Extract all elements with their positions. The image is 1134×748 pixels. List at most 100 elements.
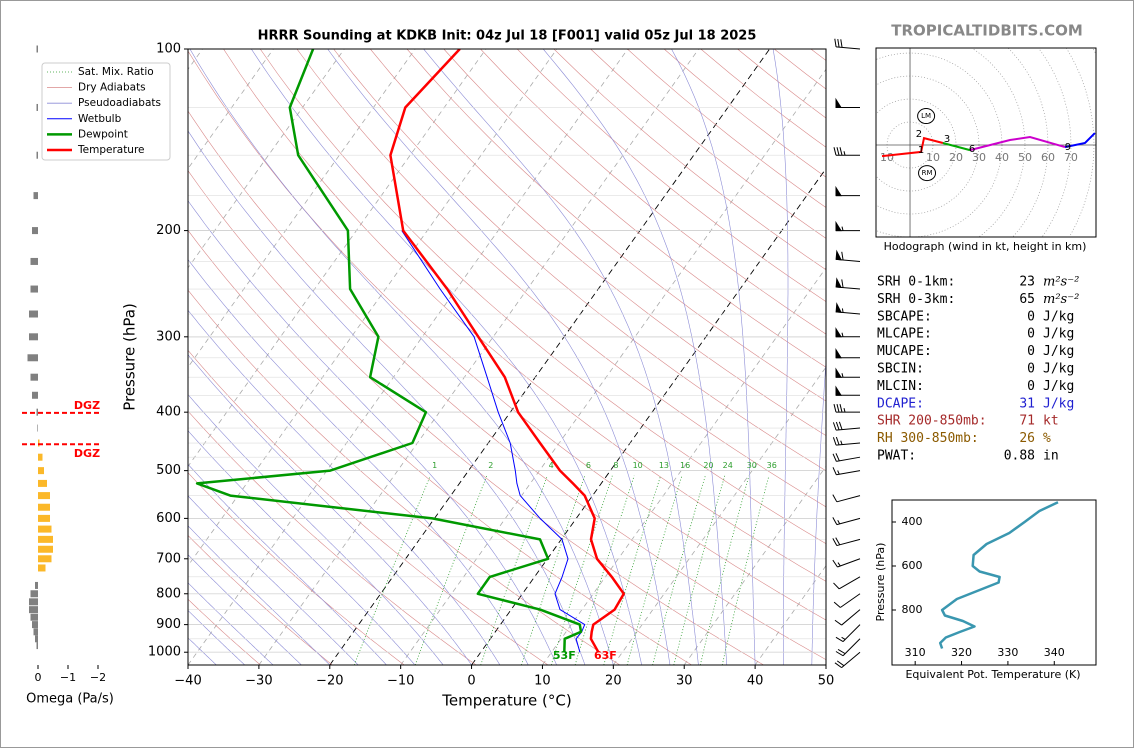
hodograph-tick-label: 50	[1018, 151, 1032, 164]
y-tick-label: 700	[156, 551, 181, 566]
wind-barb	[832, 494, 861, 503]
hodograph-trace	[969, 135, 1066, 152]
hodograph-tick-label: 10	[880, 151, 894, 164]
index-unit: %	[1043, 431, 1051, 446]
barb-half-feather	[841, 373, 844, 378]
barb-feather	[834, 38, 837, 47]
barb-feather	[834, 619, 842, 626]
dgz-label: DGZ	[74, 399, 100, 412]
hodograph-frame	[875, 47, 1097, 238]
pseudoadiabat	[188, 525, 331, 665]
index-value: 65	[1019, 292, 1035, 307]
omega-bar	[38, 555, 52, 563]
omega-bar	[38, 503, 50, 511]
index-label: DCAPE:	[877, 396, 924, 411]
omega-bar	[29, 333, 38, 341]
index-unit: J/kg	[1043, 344, 1074, 359]
mixing-ratio-label: 10	[633, 461, 643, 470]
barb-staff	[836, 538, 861, 547]
omega-bar	[30, 590, 38, 598]
barb-feather	[839, 147, 843, 156]
omega-bar	[29, 598, 38, 606]
barb-feather	[833, 601, 841, 608]
mixing-ratio-label: 6	[586, 461, 591, 470]
index-value: 0.88	[1004, 449, 1035, 464]
index-unit: kt	[1043, 414, 1059, 429]
pseudoadiabat	[188, 430, 416, 665]
dry-adiabat	[480, 49, 826, 335]
pseudoadiabat	[189, 49, 614, 665]
wind-barb	[832, 453, 861, 462]
barb-pennant	[835, 185, 842, 197]
index-label: SRH 0-1km:	[877, 275, 955, 290]
x-tick-label: 310	[905, 646, 926, 659]
dgz-label: DGZ	[74, 447, 100, 460]
thetae-y-label: Pressure (hPa)	[874, 543, 887, 622]
barb-half-feather	[841, 332, 844, 337]
omega-bar	[38, 479, 47, 487]
height-label: 2	[916, 129, 922, 140]
omega-bar	[32, 621, 38, 629]
barb-staff	[836, 46, 861, 50]
pseudoadiabat	[327, 49, 671, 665]
y-tick-label: 600	[156, 511, 181, 526]
barb-half-feather	[837, 562, 841, 567]
pseudoadiabat	[188, 130, 586, 665]
omega-bar	[29, 606, 38, 614]
omega-bar	[38, 514, 50, 522]
barb-feather	[832, 453, 837, 462]
barb-staff	[842, 638, 861, 657]
wind-barb	[835, 327, 860, 338]
omega-bar	[33, 192, 38, 200]
dry-adiabat	[443, 49, 826, 368]
dry-adiabat	[188, 50, 826, 621]
index-label: MLCIN:	[877, 379, 924, 394]
index-label: MUCAPE:	[877, 344, 932, 359]
omega-bar	[36, 45, 38, 53]
barb-pennant	[835, 348, 842, 359]
barb-feather	[835, 421, 840, 431]
omega-bar	[38, 453, 43, 461]
wind-barb	[835, 249, 861, 262]
storm-motion-marker	[917, 108, 936, 125]
barb-staff	[838, 576, 861, 590]
barb-feather	[832, 538, 838, 546]
omega-bar	[38, 467, 44, 475]
wind-barb	[835, 302, 861, 315]
omega-bar	[36, 408, 38, 416]
mixing-ratio-line	[626, 475, 683, 665]
barb-feather	[836, 660, 845, 667]
mixing-ratio-label: 4	[549, 461, 554, 470]
omega-bar	[32, 227, 38, 235]
dry-adiabat	[188, 472, 405, 665]
y-tick-label: 900	[156, 617, 181, 632]
barb-feather	[833, 582, 840, 590]
x-tick-label: −2	[90, 671, 106, 684]
profile-line	[401, 230, 586, 653]
index-label: MLCAPE:	[877, 327, 932, 342]
mixing-ratio-label: 1	[432, 461, 437, 470]
mixing-ratio-label: 8	[613, 461, 618, 470]
wind-barb	[835, 97, 860, 108]
mixing-ratio-label: 36	[767, 461, 777, 470]
barb-staff	[836, 495, 861, 503]
barb-feather	[833, 404, 837, 413]
hodograph-tick-label: 70	[1064, 151, 1078, 164]
x-tick-label: 0	[35, 671, 42, 684]
dry-adiabat	[188, 598, 261, 665]
y-tick-label: 800	[156, 586, 181, 601]
barb-half-feather	[837, 470, 840, 475]
x-tick-label: 50	[818, 674, 835, 689]
index-unit: m²s⁻²	[1043, 275, 1079, 290]
y-tick-label: 400	[156, 405, 181, 420]
wind-barb	[832, 421, 861, 431]
wind-barb	[835, 348, 860, 359]
dry-adiabat	[188, 170, 764, 665]
wind-barb	[832, 517, 861, 526]
x-tick-label: 40	[747, 674, 764, 689]
mixing-ratio-label: 30	[747, 461, 757, 470]
x-tick-label: −30	[245, 674, 272, 689]
y-tick-label: 300	[156, 329, 181, 344]
